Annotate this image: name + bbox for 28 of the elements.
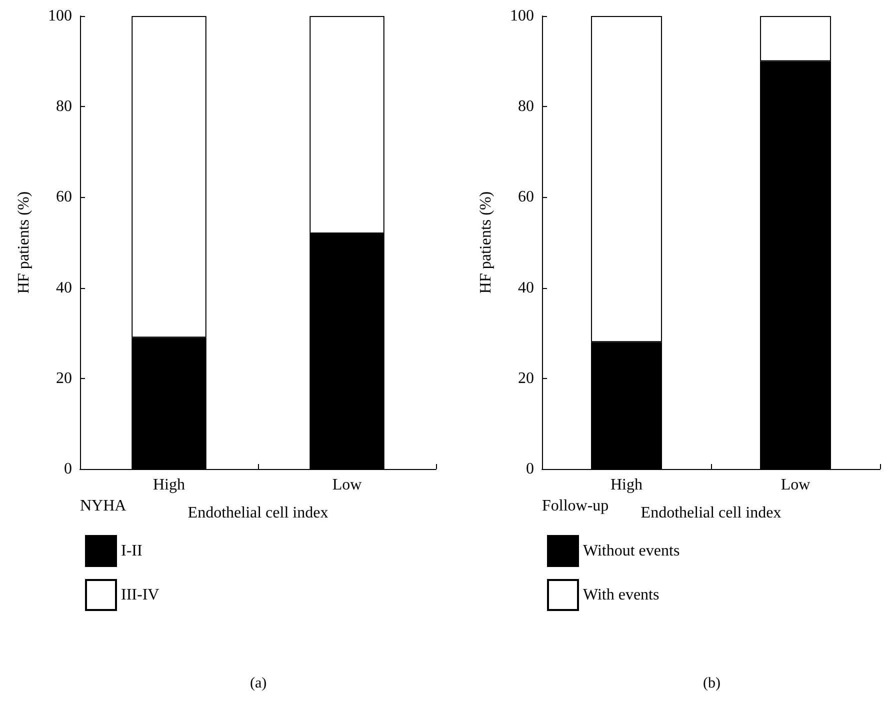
y-tick-label: 0: [64, 460, 72, 478]
y-tick-label: 0: [526, 460, 534, 478]
x-tick-label: High: [610, 476, 642, 494]
text: (b): [703, 676, 720, 692]
y-tick-label: 60: [56, 188, 72, 206]
x-tick-label: High: [153, 476, 185, 494]
legend-label: With events: [583, 586, 660, 604]
y-tick-label: 80: [56, 98, 72, 116]
legend-title: NYHA: [80, 498, 127, 514]
y-tick-label: 40: [518, 279, 534, 296]
legend-label: Without events: [583, 542, 680, 560]
y-tick-label: 20: [56, 370, 72, 387]
y-tick-label: 100: [510, 8, 534, 24]
y-tick-label: 20: [518, 370, 534, 387]
x-tick-label: Low: [332, 476, 362, 494]
x-axis-title: Endothelial cell index: [188, 504, 328, 522]
x-tick-label: Low: [780, 476, 811, 494]
legend-label: I-II: [121, 542, 142, 560]
y-tick-label: 100: [48, 8, 72, 24]
y-axis-title: HF patients (%): [16, 191, 32, 294]
y-tick-label: 80: [518, 98, 534, 116]
y-axis-title: HF patients (%): [478, 191, 494, 294]
legend-label: III-IV: [121, 586, 160, 604]
text: (a): [250, 676, 267, 692]
y-tick-label: 60: [518, 188, 534, 206]
legend-title: Follow-up: [542, 498, 609, 514]
x-axis-title: Endothelial cell index: [640, 504, 782, 522]
y-tick-label: 40: [56, 279, 72, 296]
